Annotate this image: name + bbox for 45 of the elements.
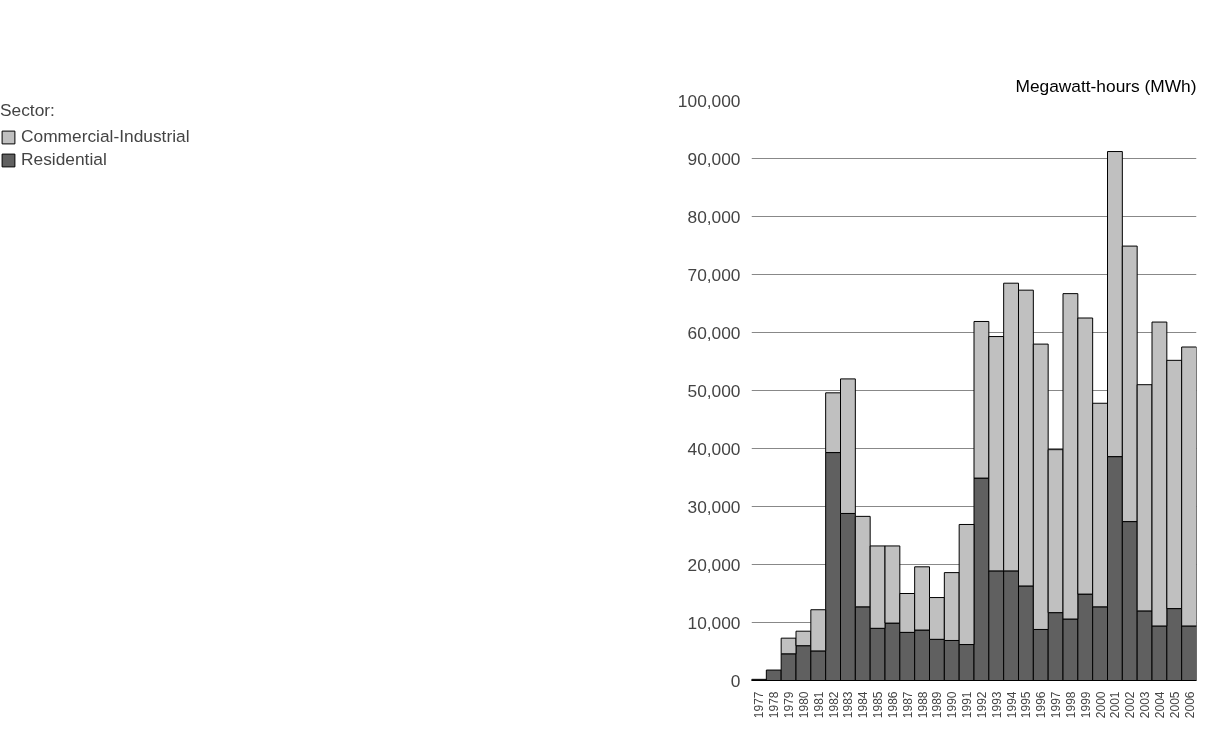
x-tick-label: 1999 xyxy=(1078,691,1093,719)
x-tick-label: 1998 xyxy=(1063,691,1078,719)
x-tick-label: 1986 xyxy=(885,691,900,719)
x-tick-label: 2002 xyxy=(1123,691,1138,719)
x-tick-label: 1989 xyxy=(930,691,945,719)
x-tick-label: 1992 xyxy=(974,691,989,719)
x-tick-label: 1982 xyxy=(826,691,841,719)
y-tick-label: 100,000 xyxy=(677,90,741,111)
y-tick-label: 20,000 xyxy=(687,554,741,575)
x-tick-label: 2001 xyxy=(1108,691,1123,719)
x-tick-label: 1978 xyxy=(767,691,782,719)
x-tick-label: 2000 xyxy=(1093,691,1108,719)
x-tick-label: 1994 xyxy=(1004,691,1019,719)
y-tick-label: 90,000 xyxy=(687,148,741,169)
legend-label: Commercial-Industrial xyxy=(21,126,190,147)
y-axis-title: Megawatt-hours (MWh) xyxy=(1015,75,1197,96)
x-tick-label: 1984 xyxy=(856,691,871,719)
legend-label: Residential xyxy=(21,149,107,170)
y-tick-label: 70,000 xyxy=(687,264,741,285)
x-tick-label: 1988 xyxy=(915,691,930,719)
y-tick-label: 40,000 xyxy=(687,438,741,459)
y-tick-label: 30,000 xyxy=(687,496,741,517)
x-tick-label: 1985 xyxy=(871,691,886,719)
y-tick-label: 0 xyxy=(730,670,741,691)
x-tick-label: 1993 xyxy=(989,691,1004,719)
y-tick-label: 80,000 xyxy=(687,206,741,227)
x-tick-label: 1983 xyxy=(841,691,856,719)
x-tick-label: 1977 xyxy=(752,691,767,719)
x-tick-label: 2003 xyxy=(1138,691,1153,719)
x-tick-label: 2004 xyxy=(1152,691,1167,719)
x-tick-label: 1987 xyxy=(900,691,915,719)
x-tick-label: 1991 xyxy=(960,691,975,719)
y-tick-label: 60,000 xyxy=(687,322,741,343)
legend-title: Sector: xyxy=(0,100,56,121)
x-tick-label: 1981 xyxy=(811,691,826,719)
x-tick-label: 1979 xyxy=(782,691,797,719)
x-tick-label: 2005 xyxy=(1167,691,1182,719)
y-tick-label: 50,000 xyxy=(687,380,741,401)
y-tick-label: 10,000 xyxy=(687,612,741,633)
x-tick-label: 1995 xyxy=(1019,691,1034,719)
x-tick-label: 1997 xyxy=(1049,691,1064,719)
x-tick-label: 1980 xyxy=(796,691,811,719)
x-tick-label: 1990 xyxy=(945,691,960,719)
x-tick-label: 2006 xyxy=(1182,691,1197,719)
x-tick-label: 1996 xyxy=(1034,691,1049,719)
